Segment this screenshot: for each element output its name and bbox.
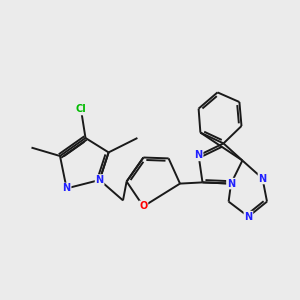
Text: Cl: Cl xyxy=(76,104,86,115)
Text: N: N xyxy=(95,175,104,185)
Text: N: N xyxy=(227,178,235,189)
Text: O: O xyxy=(139,201,148,212)
Text: N: N xyxy=(258,173,267,184)
Text: N: N xyxy=(62,183,71,194)
Text: N: N xyxy=(244,212,253,222)
Text: N: N xyxy=(194,150,203,161)
